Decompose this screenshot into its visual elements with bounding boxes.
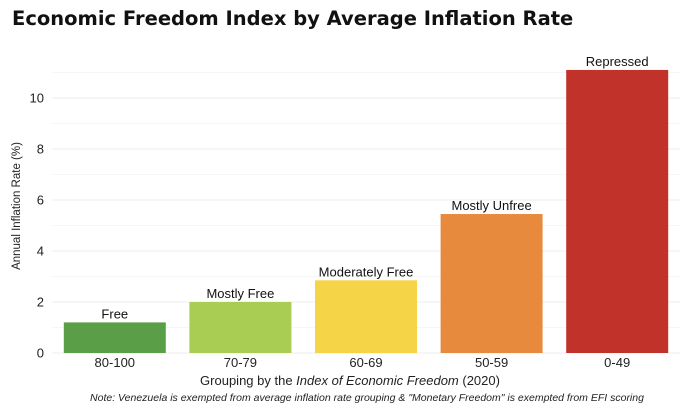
y-tick-label: 4 xyxy=(37,244,44,259)
x-category-label: 80-100 xyxy=(95,355,135,370)
x-axis-label-italic: Index of Economic Freedom xyxy=(296,373,459,388)
bar-data-label: Mostly Free xyxy=(206,286,274,301)
y-tick-label: 2 xyxy=(37,295,44,310)
bar-70-79 xyxy=(189,302,292,353)
bar-data-label: Mostly Unfree xyxy=(451,198,531,213)
footnote: Note: Venezuela is exempted from average… xyxy=(90,392,644,404)
y-axis-label: Annual Inflation Rate (%) xyxy=(11,142,23,270)
bar-data-label: Free xyxy=(101,306,128,321)
bar-50-59 xyxy=(440,214,543,353)
x-axis-label: Grouping by the Index of Economic Freedo… xyxy=(200,373,500,388)
y-tick-label: 0 xyxy=(37,346,44,361)
x-category-label: 50-59 xyxy=(475,355,508,370)
x-category-labels: 80-100 70-79 60-69 50-59 0-49 xyxy=(95,355,631,370)
bar-data-label: Repressed xyxy=(586,54,649,69)
chart-title: Economic Freedom Index by Average Inflat… xyxy=(12,7,574,30)
x-axis-label-prefix: Grouping by the xyxy=(200,373,296,388)
x-axis-label-suffix: (2020) xyxy=(459,373,500,388)
y-tick-label: 10 xyxy=(30,91,44,106)
x-category-label: 0-49 xyxy=(604,355,630,370)
data-labels: Free Mostly Free Moderately Free Mostly Unf… xyxy=(101,54,648,321)
x-category-label: 60-69 xyxy=(349,355,382,370)
bars xyxy=(63,69,669,353)
bar-60-69 xyxy=(315,280,417,353)
bar-0-49 xyxy=(566,69,669,353)
y-tick-label: 8 xyxy=(37,142,44,157)
y-tick-labels: 0 2 4 6 8 10 xyxy=(30,91,44,361)
y-tick-label: 6 xyxy=(37,193,44,208)
bar-80-100 xyxy=(63,322,166,353)
bar-data-label: Moderately Free xyxy=(319,264,414,279)
x-category-label: 70-79 xyxy=(224,355,257,370)
